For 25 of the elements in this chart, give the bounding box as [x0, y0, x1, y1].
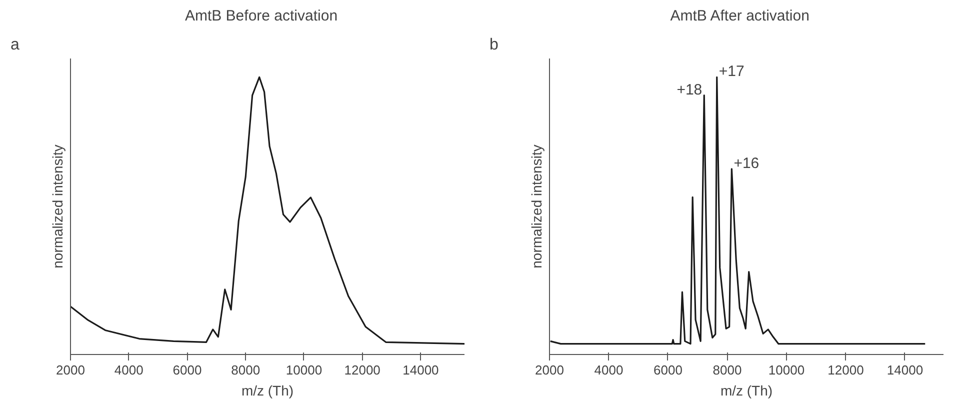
x-tick-label: 12000 — [828, 362, 864, 378]
x-axis-title: m/z (Th) — [241, 382, 294, 398]
chart-title: AmtB Before activation — [184, 8, 338, 24]
x-tick-label: 2000 — [535, 362, 564, 378]
x-tick-label: 10000 — [286, 362, 322, 378]
x-tick-label: 8000 — [712, 362, 742, 378]
y-axis-title: normalized intensity — [50, 144, 66, 268]
chart-title: AmtB After activation — [670, 8, 810, 24]
text: b — [490, 36, 498, 54]
annotation: +18 — [676, 81, 702, 98]
x-tick-label: 10000 — [768, 362, 805, 378]
x-tick-label: 8000 — [231, 362, 260, 378]
x-tick-label: 6000 — [654, 362, 682, 378]
text: a — [10, 36, 20, 54]
x-tick-label: 14000 — [886, 362, 924, 378]
annotation: +17 — [718, 63, 744, 80]
x-tick-label: 4000 — [114, 362, 144, 378]
x-tick-label: 14000 — [402, 362, 439, 378]
x-tick-label: 4000 — [594, 362, 624, 378]
x-axis-title: m/z (Th) — [720, 382, 773, 398]
annotation: +16 — [734, 154, 760, 172]
x-tick-label: 2000 — [56, 362, 85, 378]
y-axis-title: normalized intensity — [528, 144, 544, 268]
x-tick-label: 12000 — [344, 362, 380, 378]
x-tick-label: 6000 — [172, 362, 202, 378]
